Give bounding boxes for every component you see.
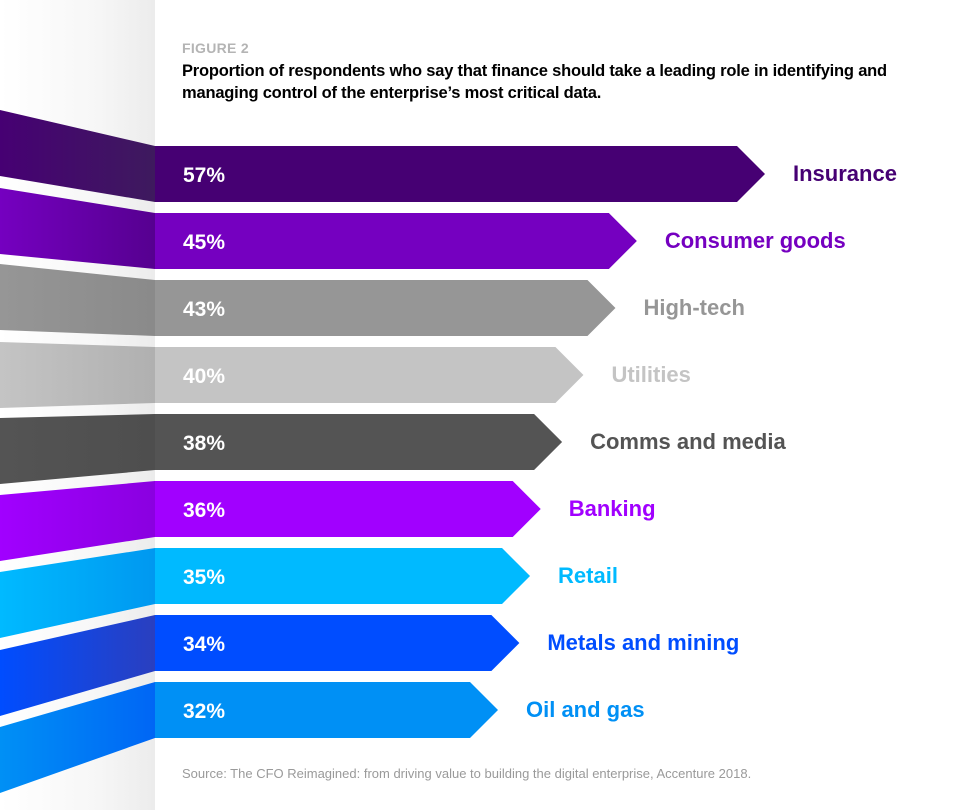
bar (155, 682, 498, 738)
bars-layer: 57% Insurance 45% Consumer goods 43% High-tec… (0, 110, 897, 793)
value-label: 45% (183, 231, 225, 254)
category-label: Insurance (793, 161, 897, 186)
value-label: 43% (183, 298, 225, 321)
value-label: 36% (183, 499, 225, 522)
bar-fold-segment (0, 188, 155, 269)
bar-fold-segment (0, 342, 155, 408)
bar (155, 548, 531, 604)
bar-fold-segment (0, 414, 155, 484)
bar-fold-segment (0, 481, 155, 561)
category-label: Retail (558, 563, 618, 588)
bar-fold-segment (0, 264, 155, 336)
category-label: Comms and media (590, 429, 786, 454)
bar (155, 146, 765, 202)
category-label: Banking (569, 496, 656, 521)
value-label: 35% (183, 566, 225, 589)
value-label: 34% (183, 633, 225, 656)
bar-fold-segment (0, 548, 155, 638)
source-note: Source: The CFO Reimagined: from driving… (182, 766, 752, 781)
bar (155, 615, 520, 671)
figure-label: FIGURE 2 (182, 40, 249, 56)
category-label: Oil and gas (526, 697, 645, 722)
category-label: High-tech (643, 295, 744, 320)
bar (155, 347, 584, 403)
bar-fold-segment (0, 682, 155, 793)
chart-title: Proportion of respondents who say that f… (182, 62, 887, 102)
value-label: 38% (183, 432, 225, 455)
bar (155, 213, 637, 269)
category-label: Metals and mining (547, 630, 739, 655)
bar (155, 414, 563, 470)
category-label: Utilities (611, 362, 690, 387)
bar (155, 280, 616, 336)
bar-fold-segment (0, 110, 155, 202)
value-label: 57% (183, 164, 225, 187)
value-label: 40% (183, 365, 225, 388)
bar-fold-segment (0, 615, 155, 716)
category-label: Consumer goods (665, 228, 846, 253)
bar (155, 481, 541, 537)
value-label: 32% (183, 700, 225, 723)
